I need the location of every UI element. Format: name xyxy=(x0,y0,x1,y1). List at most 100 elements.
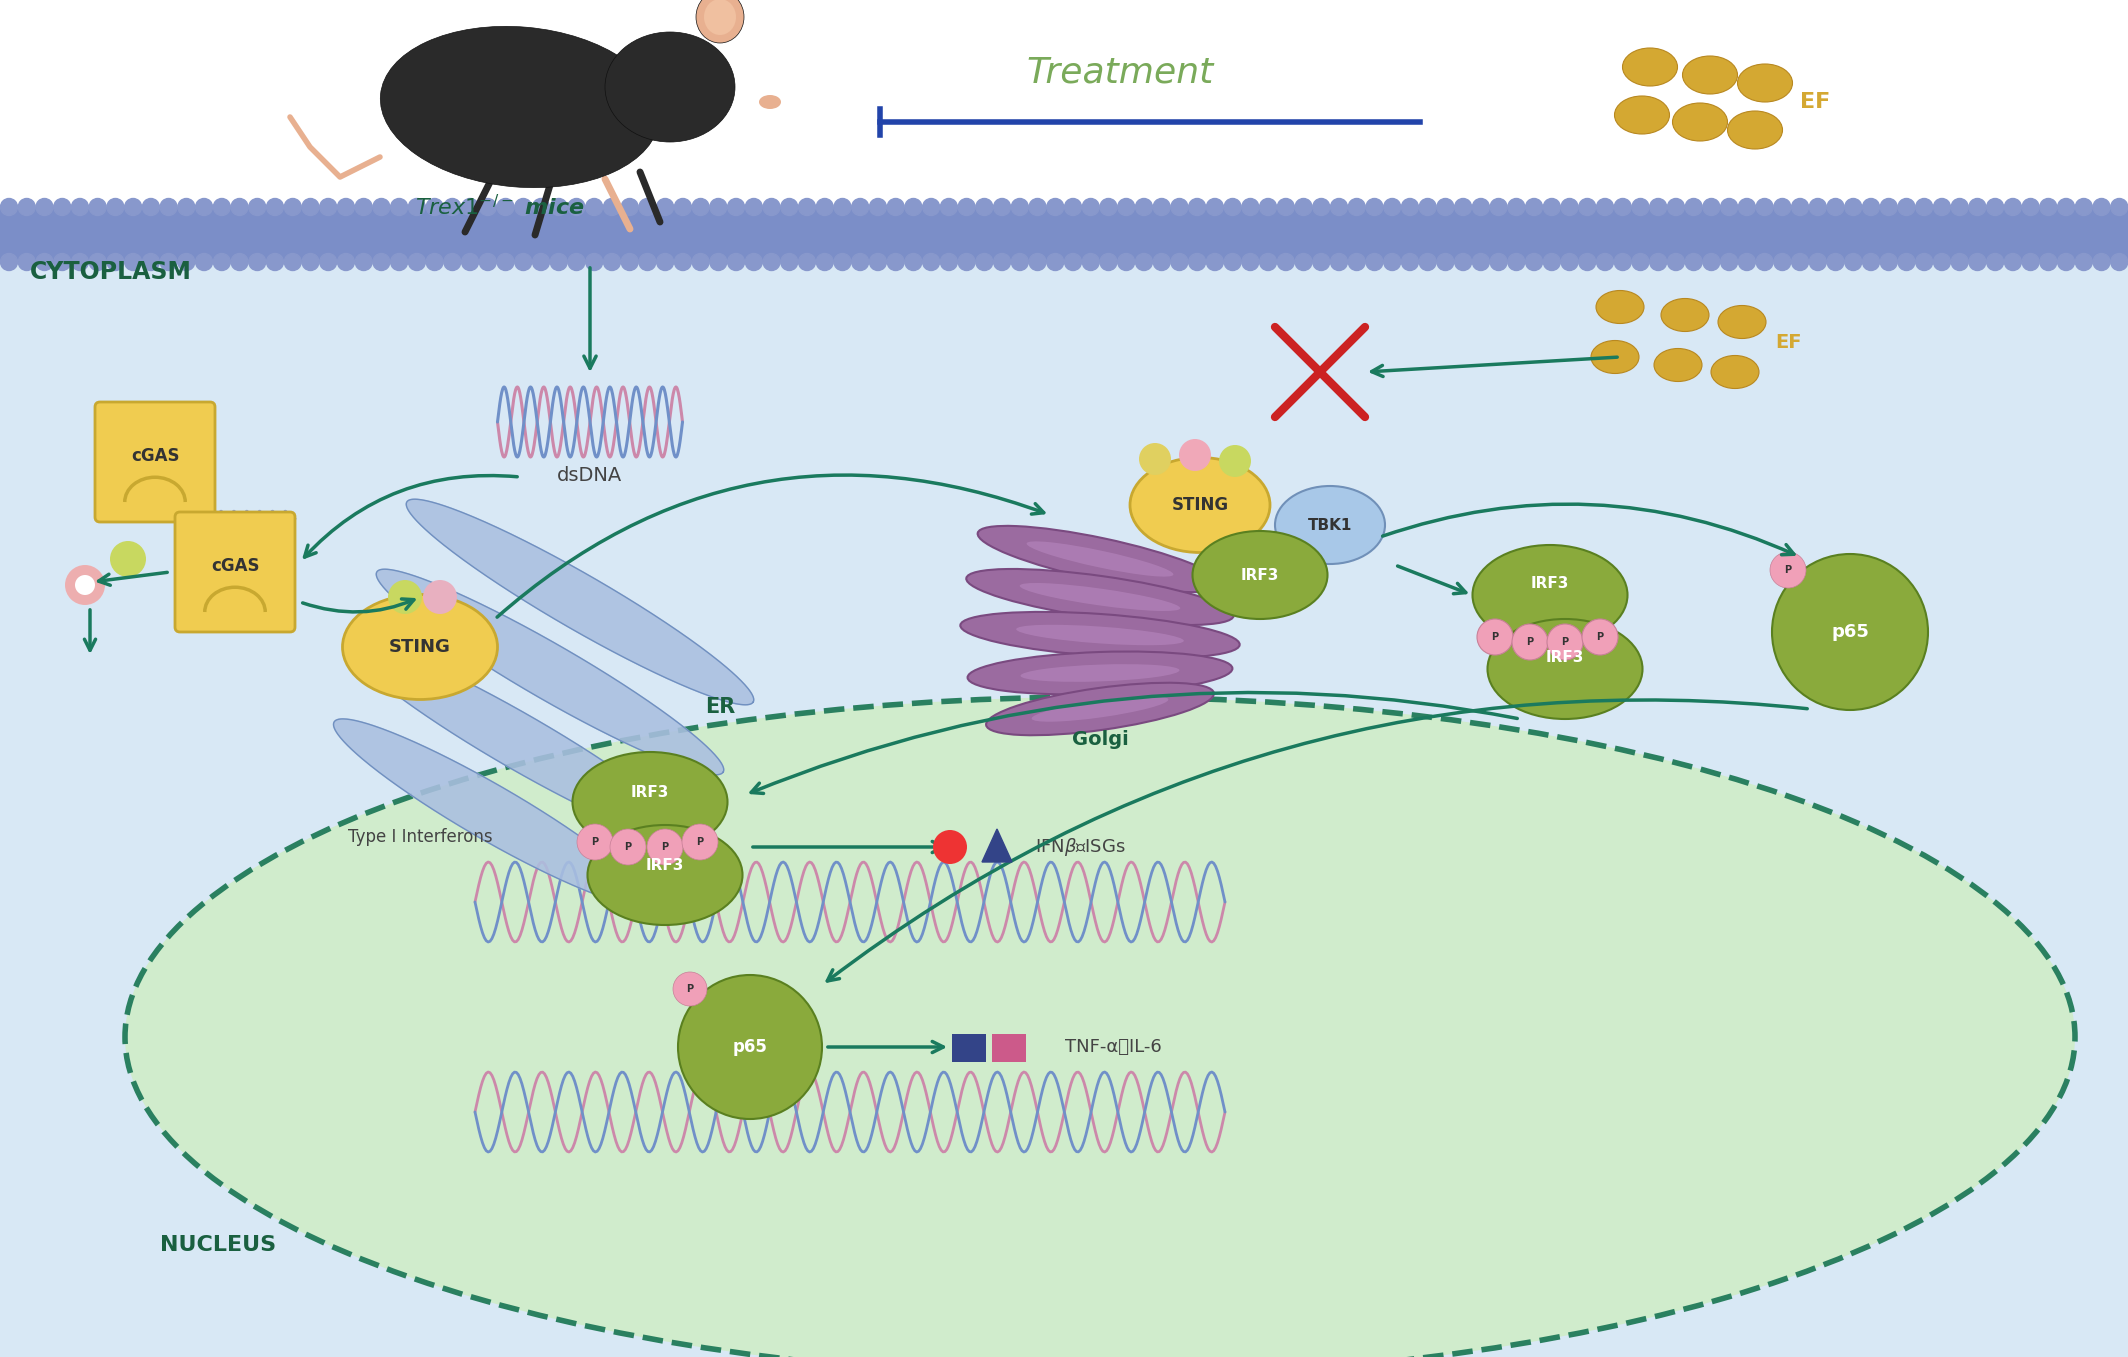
Circle shape xyxy=(1898,254,1915,270)
Circle shape xyxy=(1260,254,1277,270)
Circle shape xyxy=(621,198,638,216)
Ellipse shape xyxy=(572,752,728,852)
Circle shape xyxy=(392,198,409,216)
Circle shape xyxy=(426,254,443,270)
Circle shape xyxy=(1083,198,1100,216)
Circle shape xyxy=(1153,198,1170,216)
Circle shape xyxy=(1775,198,1792,216)
Circle shape xyxy=(672,972,706,1006)
Ellipse shape xyxy=(960,612,1241,658)
Circle shape xyxy=(1030,254,1047,270)
Text: CYTOPLASM: CYTOPLASM xyxy=(30,261,192,284)
Ellipse shape xyxy=(1728,111,1783,149)
Circle shape xyxy=(1190,198,1207,216)
Polygon shape xyxy=(334,719,647,905)
Circle shape xyxy=(2041,254,2058,270)
Circle shape xyxy=(319,198,336,216)
Circle shape xyxy=(621,254,638,270)
Circle shape xyxy=(1562,254,1579,270)
Bar xyxy=(992,1034,1026,1063)
Bar xyxy=(0,242,2128,1357)
Ellipse shape xyxy=(1192,531,1328,619)
Circle shape xyxy=(1632,254,1649,270)
Circle shape xyxy=(1243,254,1260,270)
Circle shape xyxy=(817,254,834,270)
Circle shape xyxy=(498,254,515,270)
Text: cGAS: cGAS xyxy=(211,556,260,575)
Circle shape xyxy=(728,198,745,216)
Circle shape xyxy=(1260,198,1277,216)
Circle shape xyxy=(1845,198,1862,216)
Circle shape xyxy=(72,198,89,216)
Circle shape xyxy=(781,198,798,216)
Circle shape xyxy=(1862,198,1879,216)
Circle shape xyxy=(870,254,887,270)
Circle shape xyxy=(681,824,717,860)
Circle shape xyxy=(1509,254,1526,270)
Ellipse shape xyxy=(1615,96,1670,134)
Text: P: P xyxy=(1596,632,1605,642)
Circle shape xyxy=(1739,198,1756,216)
Circle shape xyxy=(387,579,421,613)
Circle shape xyxy=(887,254,904,270)
Circle shape xyxy=(2075,198,2092,216)
Circle shape xyxy=(1473,254,1490,270)
Circle shape xyxy=(1313,198,1330,216)
Circle shape xyxy=(1702,198,1719,216)
Circle shape xyxy=(958,254,975,270)
Circle shape xyxy=(179,254,196,270)
Text: dsDNA: dsDNA xyxy=(558,465,624,484)
Circle shape xyxy=(2005,254,2022,270)
Text: Treatment: Treatment xyxy=(1026,56,1213,90)
Circle shape xyxy=(1562,198,1579,216)
Circle shape xyxy=(1934,254,1951,270)
Circle shape xyxy=(1526,198,1543,216)
Circle shape xyxy=(1792,254,1809,270)
Circle shape xyxy=(1632,198,1649,216)
Text: IFN$\beta$、ISGs: IFN$\beta$、ISGs xyxy=(1034,836,1126,858)
Circle shape xyxy=(1136,254,1153,270)
Circle shape xyxy=(249,198,266,216)
Circle shape xyxy=(1011,198,1028,216)
Text: cGAS: cGAS xyxy=(130,446,179,465)
Circle shape xyxy=(445,198,462,216)
Circle shape xyxy=(611,829,647,864)
Circle shape xyxy=(692,198,709,216)
Circle shape xyxy=(1596,254,1613,270)
Circle shape xyxy=(1915,198,1932,216)
Circle shape xyxy=(658,198,675,216)
Circle shape xyxy=(1722,198,1739,216)
Circle shape xyxy=(1596,198,1613,216)
Circle shape xyxy=(851,198,868,216)
Circle shape xyxy=(745,254,762,270)
Circle shape xyxy=(1615,254,1632,270)
Circle shape xyxy=(1366,254,1383,270)
Circle shape xyxy=(1968,254,1985,270)
Ellipse shape xyxy=(1017,624,1183,645)
Circle shape xyxy=(1649,198,1666,216)
Circle shape xyxy=(1951,254,1968,270)
Circle shape xyxy=(675,198,692,216)
Circle shape xyxy=(160,198,177,216)
Text: IRF3: IRF3 xyxy=(1530,575,1568,590)
Text: P: P xyxy=(1785,565,1792,575)
Circle shape xyxy=(143,198,160,216)
Circle shape xyxy=(638,198,655,216)
Circle shape xyxy=(89,198,106,216)
FancyBboxPatch shape xyxy=(174,512,296,632)
Circle shape xyxy=(1775,254,1792,270)
Circle shape xyxy=(1207,254,1224,270)
Circle shape xyxy=(319,254,336,270)
Circle shape xyxy=(1526,254,1543,270)
Ellipse shape xyxy=(1717,305,1766,338)
FancyBboxPatch shape xyxy=(96,402,215,522)
Circle shape xyxy=(924,254,941,270)
Circle shape xyxy=(1685,254,1702,270)
Circle shape xyxy=(479,198,496,216)
Circle shape xyxy=(285,198,302,216)
Circle shape xyxy=(2075,254,2092,270)
Ellipse shape xyxy=(1130,457,1270,552)
Circle shape xyxy=(1296,198,1313,216)
Text: IRF3: IRF3 xyxy=(645,858,685,873)
Circle shape xyxy=(711,198,728,216)
